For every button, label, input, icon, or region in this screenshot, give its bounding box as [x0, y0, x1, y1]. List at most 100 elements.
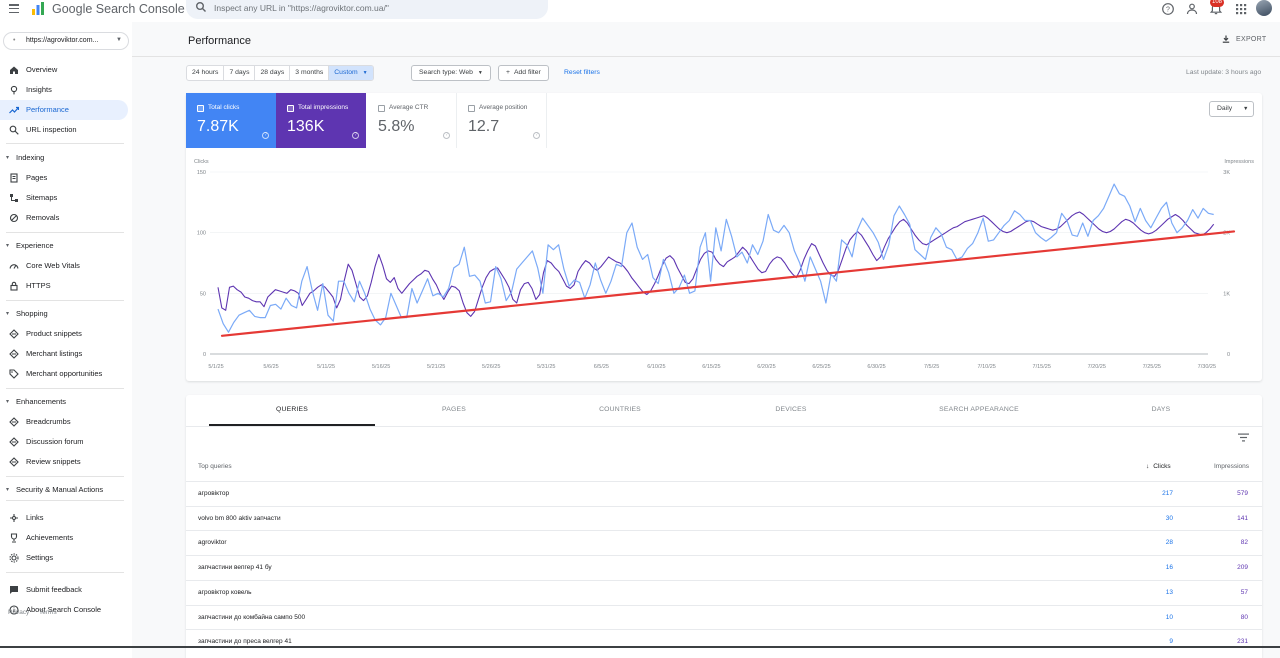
sidebar-item-https[interactable]: HTTPS	[0, 276, 128, 296]
filter-rows-icon[interactable]	[1238, 433, 1249, 442]
query-cell: запчастини вепгер 41 бу	[198, 564, 272, 572]
sidebar-item-achievements[interactable]: Achievements	[0, 528, 128, 548]
x-tick-label: 5/16/25	[372, 364, 390, 370]
chevron-down-icon: ▼	[477, 70, 483, 76]
date-28-days[interactable]: 28 days	[255, 66, 291, 80]
sidebar-item-core-web-vitals[interactable]: Core Web Vitals	[0, 256, 128, 276]
plus-icon: +	[506, 69, 510, 76]
sidebar-item-overview[interactable]: Overview	[0, 60, 128, 80]
clicks-cell: 30	[1165, 514, 1173, 522]
tab-devices[interactable]: DEVICES	[775, 406, 807, 413]
sidebar-item-about-search-console[interactable]: About Search Console	[0, 600, 128, 620]
x-tick-label: 5/1/25	[208, 364, 223, 370]
search-console-logo[interactable]	[30, 1, 46, 17]
tabs-divider	[186, 426, 1262, 427]
caret-down-icon: ▾	[6, 243, 10, 249]
help-icon[interactable]: ?	[533, 132, 540, 139]
url-inspect-search[interactable]: Inspect any URL in "https://agroviktor.c…	[186, 0, 548, 19]
checkbox-checked-icon[interactable]	[287, 105, 294, 112]
help-icon[interactable]: ?	[352, 132, 359, 139]
date-3-months[interactable]: 3 months	[290, 66, 330, 80]
tab-pages[interactable]: PAGES	[442, 406, 466, 413]
metric-average-position[interactable]: Average position 12.7 ?	[457, 93, 547, 148]
privacy-link[interactable]: Privacy	[8, 609, 30, 616]
tab-search-appearance[interactable]: SEARCH APPEARANCE	[939, 406, 1019, 413]
column-header-impressions[interactable]: Impressions	[1214, 463, 1250, 470]
sidebar-item-label: Overview	[26, 65, 58, 74]
sidebar-item-insights[interactable]: Insights	[0, 80, 128, 100]
sidebar-item-submit-feedback[interactable]: Submit feedback	[0, 580, 128, 600]
sidebar-divider	[6, 476, 124, 477]
sidebar-item-label: Breadcrumbs	[26, 417, 71, 426]
metric-total-clicks[interactable]: Total clicks 7.87K ?	[186, 93, 276, 148]
help-icon[interactable]: ?	[443, 132, 450, 139]
table-row[interactable]: agroviktor 28 82	[186, 530, 1262, 555]
table-row[interactable]: запчастини вепгер 41 бу 16 209	[186, 555, 1262, 580]
sidebar-item-performance[interactable]: Performance	[0, 100, 128, 120]
y-right-axis-label: Impressions	[1224, 159, 1254, 165]
diamond-icon	[9, 457, 19, 467]
menu-icon[interactable]	[9, 4, 19, 14]
search-placeholder[interactable]: Inspect any URL in "https://agroviktor.c…	[214, 3, 389, 13]
granularity-select[interactable]: Daily ▼	[1209, 101, 1254, 117]
export-label: EXPORT	[1236, 36, 1267, 43]
sidebar-item-product-snippets[interactable]: Product snippets	[0, 324, 128, 344]
sidebar-section-indexing[interactable]: ▾ Indexing	[0, 150, 128, 166]
checkbox-checked-icon[interactable]	[197, 105, 204, 112]
users-icon[interactable]	[1185, 2, 1199, 16]
sidebar-item-merchant-listings[interactable]: Merchant listings	[0, 344, 128, 364]
trending-up-icon	[9, 106, 19, 114]
table-row[interactable]: запчастини до комбайна сампо 500 10 80	[186, 604, 1262, 630]
checkbox-unchecked-icon[interactable]	[468, 105, 475, 112]
metric-average-ctr[interactable]: Average CTR 5.8% ?	[367, 93, 457, 148]
help-icon[interactable]: ?	[1161, 2, 1175, 16]
search-type-filter[interactable]: Search type: Web ▼	[411, 65, 491, 81]
y-right-tick-label: 0	[1227, 352, 1230, 358]
x-tick-label: 7/20/25	[1088, 364, 1106, 370]
date-custom[interactable]: Custom ▼	[329, 66, 373, 80]
sidebar-item-removals[interactable]: Removals	[0, 208, 128, 228]
date-7-days[interactable]: 7 days	[224, 66, 256, 80]
terms-link[interactable]: Terms	[39, 609, 57, 616]
sidebar-item-discussion-forum[interactable]: Discussion forum	[0, 432, 128, 452]
impressions-cell: 141	[1237, 514, 1248, 522]
help-icon[interactable]: ?	[262, 132, 269, 139]
date-24-hours[interactable]: 24 hours	[187, 66, 225, 80]
header-divider	[132, 56, 1280, 57]
sidebar-item-pages[interactable]: Pages	[0, 168, 128, 188]
account-avatar[interactable]	[1256, 0, 1272, 16]
add-filter-button[interactable]: + Add filter	[498, 65, 549, 81]
checkbox-unchecked-icon[interactable]	[378, 105, 385, 112]
property-selector[interactable]: • https://agroviktor.com... ▼	[3, 32, 129, 50]
sidebar-section-title: Experience	[16, 241, 54, 250]
sidebar-section-experience[interactable]: ▾ Experience	[0, 238, 128, 254]
column-header-clicks[interactable]: ↓ Clicks	[1146, 463, 1171, 470]
table-row[interactable]: агровіктор 217 579	[186, 481, 1262, 506]
table-row[interactable]: запчастини до преса велгер 41 9 231	[186, 629, 1262, 654]
tab-days[interactable]: DAYS	[1151, 406, 1171, 413]
metric-total-impressions[interactable]: Total impressions 136K ?	[276, 93, 366, 148]
sidebar-item-url-inspection[interactable]: URL inspection	[0, 120, 128, 140]
tab-queries[interactable]: QUERIES	[209, 395, 375, 426]
sidebar-item-breadcrumbs[interactable]: Breadcrumbs	[0, 412, 128, 432]
search-icon	[196, 2, 206, 12]
search-type-label: Search type: Web	[419, 69, 473, 76]
tab-countries[interactable]: COUNTRIES	[599, 406, 641, 413]
sidebar-item-sitemaps[interactable]: Sitemaps	[0, 188, 128, 208]
reset-filters-link[interactable]: Reset filters	[564, 69, 600, 76]
metric-value: 136K	[287, 118, 325, 135]
apps-grid-icon[interactable]	[1234, 2, 1248, 16]
sidebar-section-shopping[interactable]: ▾ Shopping	[0, 306, 128, 322]
table-row[interactable]: агровіктор ковель 13 57	[186, 579, 1262, 605]
brand-name[interactable]: Google Search Console	[52, 2, 185, 16]
export-button[interactable]: EXPORT	[1222, 35, 1266, 43]
sidebar-section-enhancements[interactable]: ▾ Enhancements	[0, 394, 128, 410]
sidebar-item-settings[interactable]: Settings	[0, 548, 128, 568]
table-row[interactable]: volvo bm 800 aktiv запчасти 30 141	[186, 505, 1262, 531]
sidebar-item-review-snippets[interactable]: Review snippets	[0, 452, 128, 472]
performance-line-chart: 0 50 100 150 0 1K 2K 3K Clicks Impressions 5/1/25 5…	[194, 159, 1254, 370]
sidebar-item-links[interactable]: Links	[0, 508, 128, 528]
sidebar-section-security-manual-actions[interactable]: ▾ Security & Manual Actions	[0, 482, 128, 498]
sidebar-item-merchant-opportunities[interactable]: Merchant opportunities	[0, 364, 128, 384]
sidebar-item-label: Achievements	[26, 533, 74, 542]
